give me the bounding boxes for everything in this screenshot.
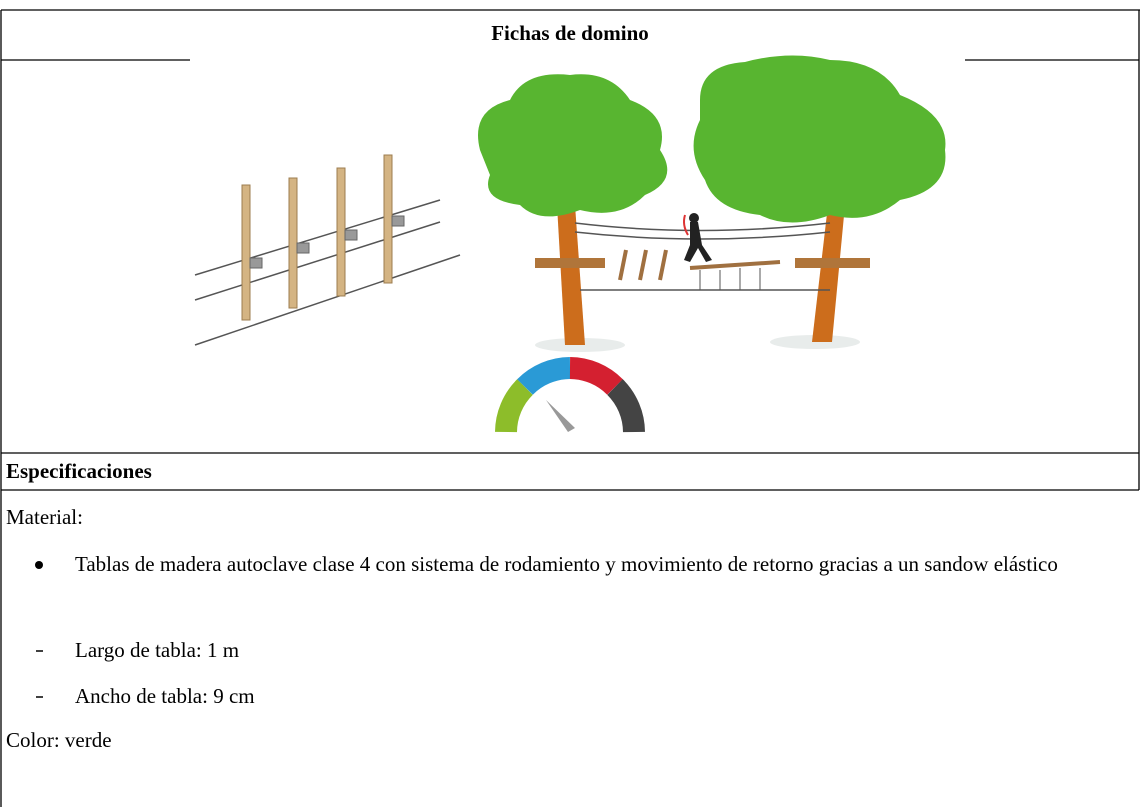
section-heading: Especificaciones: [6, 459, 152, 483]
material-label: Material:: [6, 505, 83, 529]
table-borders: [0, 9, 1140, 807]
detail-item: Largo de tabla: 1 m: [75, 638, 240, 662]
illustration: [194, 55, 946, 433]
list-markers: [35, 561, 43, 698]
bullet-item: Tablas de madera autoclave clase 4 con s…: [75, 552, 1058, 576]
detail-item: Ancho de tabla: 9 cm: [75, 684, 255, 708]
color-spec: Color: verde: [6, 728, 112, 752]
title: Fichas de domino: [491, 21, 649, 45]
